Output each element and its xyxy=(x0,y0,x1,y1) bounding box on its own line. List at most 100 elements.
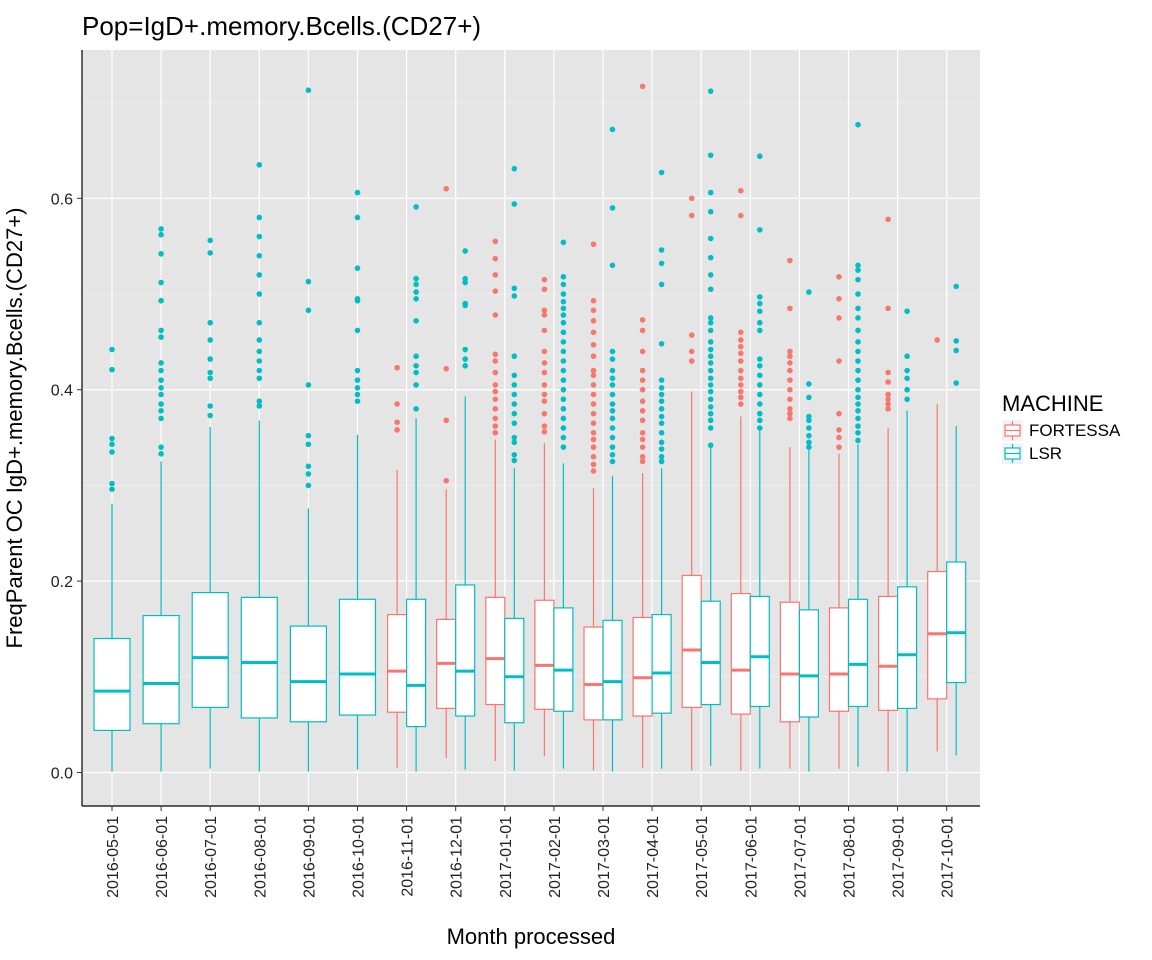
outlier-point xyxy=(158,451,164,457)
outlier-point xyxy=(836,296,842,302)
outlier-point xyxy=(658,169,665,176)
outlier-point xyxy=(590,307,597,314)
outlier-point xyxy=(757,319,763,326)
outlier-point xyxy=(413,275,419,282)
outlier-point xyxy=(757,362,763,369)
outlier-point xyxy=(707,319,714,326)
outlier-point xyxy=(207,403,213,409)
outlier-point xyxy=(639,429,646,436)
outlier-point xyxy=(511,401,518,407)
outlier-point xyxy=(658,260,665,267)
outlier-point xyxy=(560,377,567,383)
outlier-point xyxy=(738,358,744,364)
outlier-point xyxy=(158,385,164,391)
box-body xyxy=(338,598,377,716)
outlier-point xyxy=(658,281,665,288)
x-tick-label: 2016-08-01 xyxy=(252,816,269,898)
outlier-point xyxy=(541,327,548,334)
outlier-point xyxy=(757,227,763,233)
outlier-point xyxy=(541,398,548,405)
y-axis-title: FreqParent OC IgD+.memory.Bcells.(CD27+) xyxy=(2,208,27,649)
outlier-point xyxy=(658,453,665,460)
outlier-point xyxy=(256,367,263,374)
outlier-point xyxy=(787,305,793,312)
outlier-point xyxy=(806,413,812,420)
x-tick-label: 2016-09-01 xyxy=(301,816,318,898)
outlier-point xyxy=(738,388,744,395)
outlier-point xyxy=(560,239,567,246)
outlier-point xyxy=(707,286,714,293)
outlier-point xyxy=(207,250,213,256)
outlier-point xyxy=(354,189,361,196)
y-axis-ticks: 0.0 0.2 0.4 0.6 xyxy=(51,191,82,783)
outlier-point xyxy=(511,372,518,379)
outlier-point xyxy=(639,377,646,383)
box-lsr xyxy=(142,226,180,772)
outlier-point xyxy=(885,406,891,412)
box-fortessa xyxy=(779,257,801,769)
outlier-point xyxy=(707,375,714,382)
outlier-point xyxy=(492,369,499,376)
outlier-point xyxy=(738,343,744,350)
outlier-point xyxy=(590,241,597,248)
outlier-point xyxy=(904,308,910,315)
outlier-point xyxy=(256,233,263,240)
box-body xyxy=(191,591,229,709)
outlier-point xyxy=(413,362,419,369)
box-lsr xyxy=(896,308,918,772)
outlier-point xyxy=(305,482,312,489)
outlier-point xyxy=(639,348,646,355)
outlier-point xyxy=(511,439,518,446)
outlier-point xyxy=(256,375,263,382)
outlier-point xyxy=(158,327,164,334)
outlier-point xyxy=(354,385,361,391)
outlier-point xyxy=(354,297,361,304)
outlier-point xyxy=(541,276,548,283)
outlier-point xyxy=(688,195,695,202)
outlier-point xyxy=(609,401,616,407)
outlier-point xyxy=(609,425,616,431)
box-body xyxy=(485,596,506,706)
outlier-point xyxy=(609,458,616,465)
outlier-point xyxy=(511,293,518,299)
box-body xyxy=(798,609,820,718)
outlier-point xyxy=(609,415,616,422)
box-lsr xyxy=(338,189,377,770)
outlier-point xyxy=(658,398,665,405)
outlier-point xyxy=(413,289,419,295)
outlier-point xyxy=(256,403,263,409)
outlier-point xyxy=(158,377,164,383)
outlier-point xyxy=(560,312,567,318)
outlier-point xyxy=(707,410,714,417)
outlier-point xyxy=(707,417,714,424)
outlier-point xyxy=(207,375,213,382)
legend-entry-fortessa: FORTESSA xyxy=(1002,420,1121,441)
box-lsr xyxy=(602,126,623,772)
x-tick-label: 2017-01-01 xyxy=(498,816,515,898)
outlier-point xyxy=(256,398,263,405)
outlier-point xyxy=(590,461,597,468)
outlier-point xyxy=(688,332,695,338)
outlier-point xyxy=(109,480,115,487)
box-body xyxy=(681,574,702,709)
outlier-point xyxy=(492,382,499,388)
outlier-point xyxy=(855,291,861,297)
outlier-point xyxy=(158,226,164,232)
outlier-point xyxy=(109,441,115,448)
outlier-point xyxy=(855,327,861,334)
box-fortessa xyxy=(927,337,948,752)
outlier-point xyxy=(836,434,842,441)
outlier-point xyxy=(855,315,861,321)
box-lsr xyxy=(455,248,476,770)
outlier-point xyxy=(443,417,450,424)
outlier-point xyxy=(757,425,763,431)
outlier-point xyxy=(560,339,567,345)
outlier-point xyxy=(658,446,665,452)
outlier-point xyxy=(806,381,812,387)
outlier-point xyxy=(658,385,665,391)
outlier-point xyxy=(738,367,744,374)
outlier-point xyxy=(256,291,263,297)
box-body xyxy=(142,614,180,725)
x-tick-label: 2017-03-01 xyxy=(596,816,613,898)
